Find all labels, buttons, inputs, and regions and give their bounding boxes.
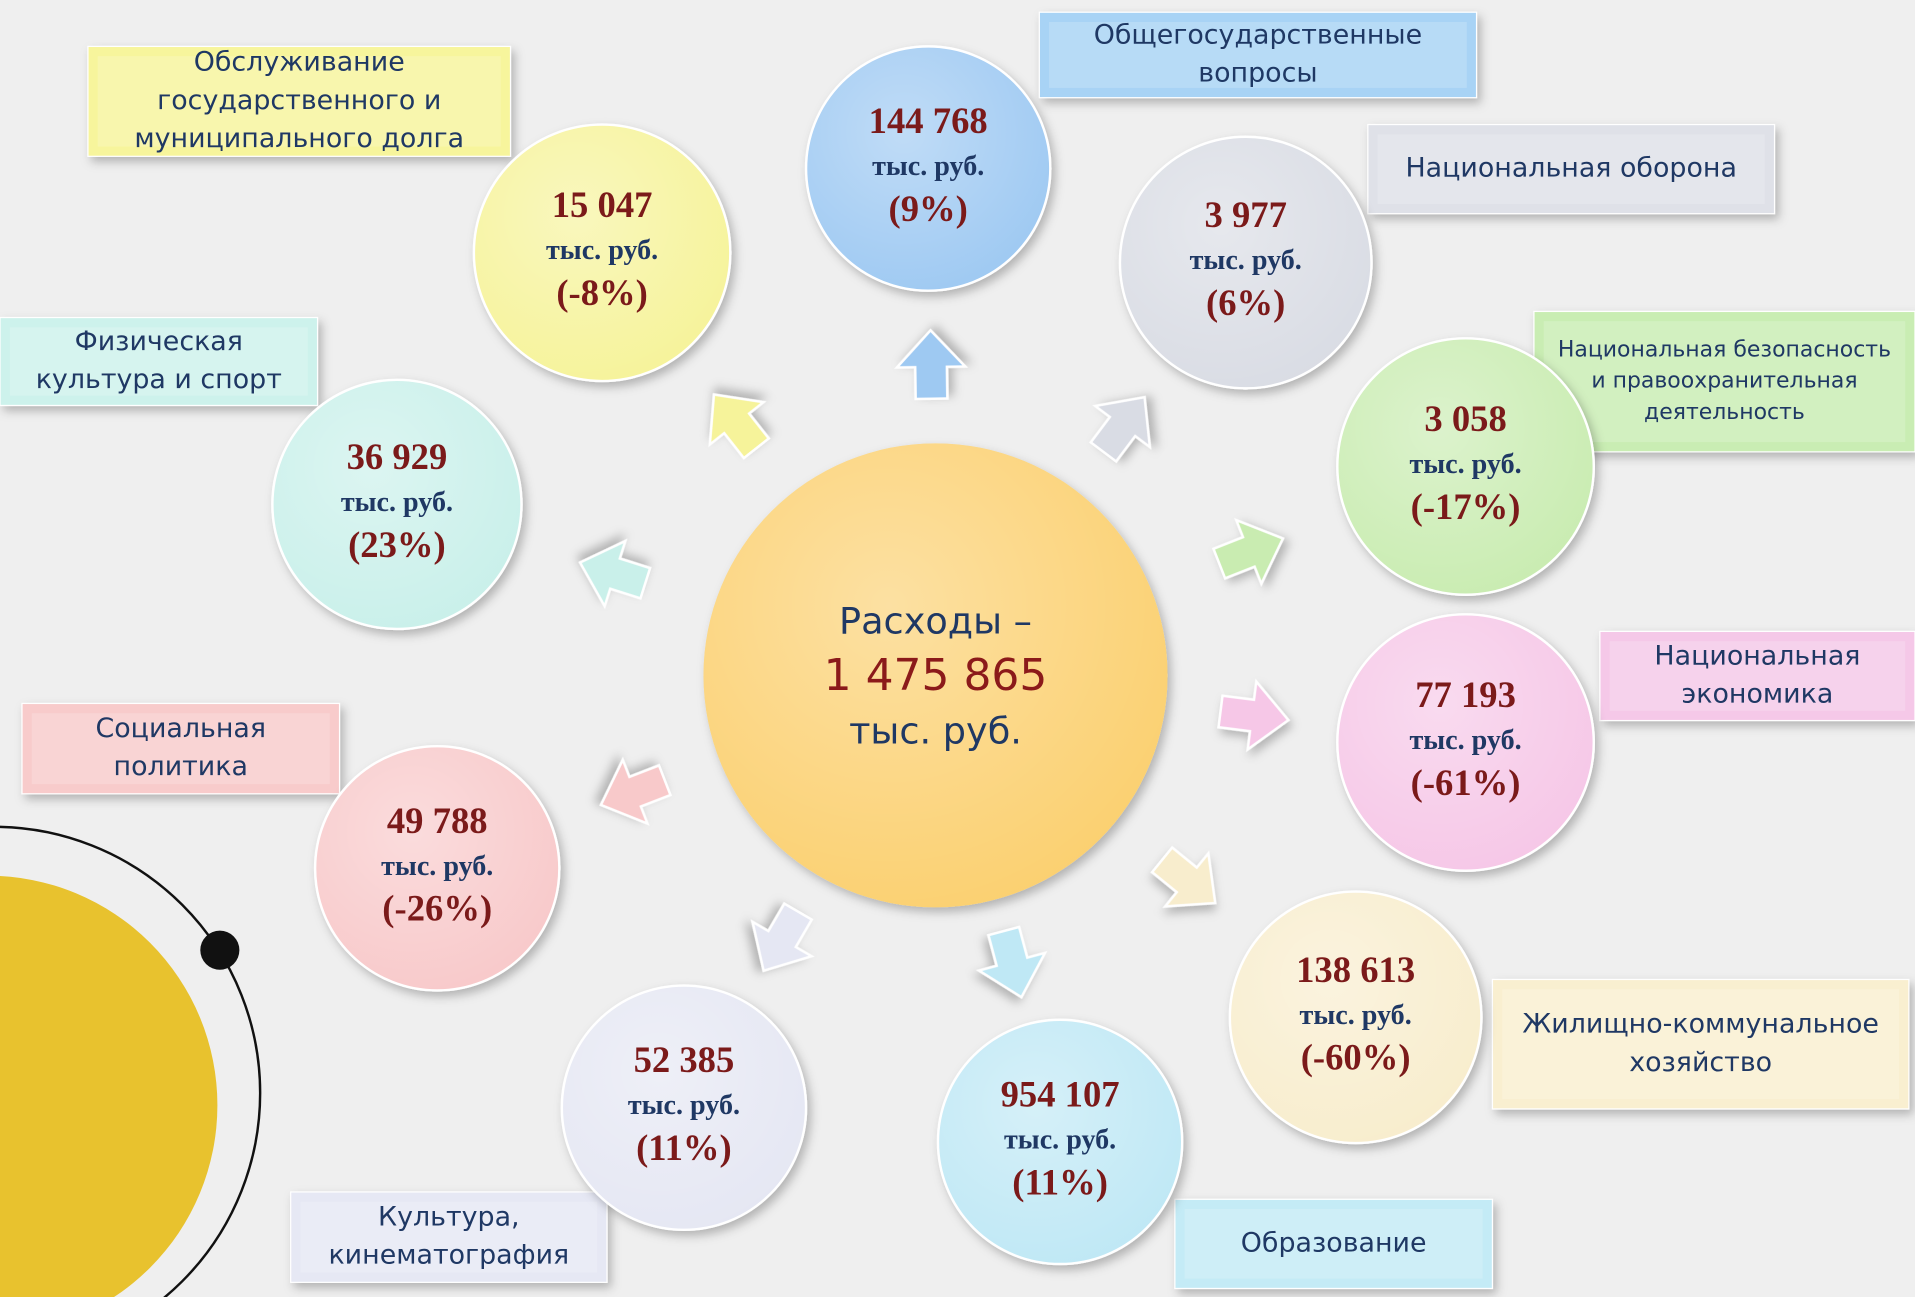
label-box-inner [1049,21,1467,88]
label-box [21,702,341,795]
item-unit: тыс. руб. [1409,725,1521,756]
item-value: 36 929 [347,436,448,477]
item-shine [315,746,560,991]
arrow [750,901,815,973]
arrow [708,393,771,460]
item-shine [937,1019,1183,1265]
label-box-inner [1502,989,1900,1100]
item-value: 954 107 [1001,1073,1120,1114]
item-shine [473,124,731,382]
label-box-inner [1184,1209,1483,1279]
item-label: экономика [1682,679,1834,710]
item-unit: тыс. руб. [1190,245,1302,276]
item-value: 3 058 [1424,398,1506,439]
label-box [1491,978,1910,1110]
deco-dot [200,930,240,970]
label-box-inner [1543,321,1906,443]
label-box [1038,11,1478,99]
item-label: Национальная безопасность [1558,337,1891,362]
deco-circle [0,876,218,1297]
label-box [1599,630,1915,722]
item-unit: тыс. руб. [1300,1000,1412,1031]
label-box-inner [31,713,330,785]
label-box-inner [9,327,308,396]
item-label: Образование [1241,1227,1427,1258]
item-value: 138 613 [1296,949,1415,990]
item-change: (-61%) [1411,762,1521,803]
item-unit: тыс. руб. [1004,1124,1116,1155]
item-change: (9%) [889,188,968,229]
item-label: политика [114,751,248,782]
arrow [1211,517,1285,587]
label-box [1367,123,1776,215]
item-change: (-60%) [1301,1037,1411,1078]
item-value: 15 047 [552,184,653,225]
arrow [578,538,652,610]
item-label: Национальная оборона [1405,153,1737,184]
item-label: Обслуживание [194,47,405,78]
arrow [1217,678,1291,753]
item-value: 3 977 [1205,194,1287,235]
center-label: Расходы – [839,599,1032,642]
arrow [975,925,1048,999]
item-shine [1229,891,1482,1144]
item-label: государственного и [157,85,441,116]
item-label: Национальная [1654,640,1860,671]
item-unit: тыс. руб. [381,851,493,882]
item-change: (6%) [1206,282,1285,323]
item-label: культура и спорт [36,364,282,395]
label-box-inner [1377,134,1765,204]
item-unit: тыс. руб. [628,1090,740,1121]
item-unit: тыс. руб. [546,235,658,266]
item-unit: тыс. руб. [1409,449,1521,480]
item-label: Общегосударственные [1094,19,1422,50]
item-label: Культура, [378,1202,520,1233]
deco-orbit [0,825,262,1297]
label-box [87,45,512,157]
item-label: хозяйство [1629,1047,1772,1078]
item-shine [1119,136,1372,389]
item-label: деятельность [1644,400,1805,425]
item-label: кинематография [328,1240,569,1271]
label-box-inner [300,1201,598,1273]
item-label: Социальная [95,713,266,744]
arrow [599,756,673,826]
item-shine [806,46,1051,291]
label-box [1533,310,1915,453]
item-value: 49 788 [387,800,488,841]
item-value: 77 193 [1415,674,1516,715]
item-change: (11%) [636,1127,732,1168]
arrow [894,328,969,401]
label-box-inner [1609,641,1906,711]
item-label: вопросы [1198,58,1317,89]
item-unit: тыс. руб. [872,151,984,182]
item-change: (-8%) [556,272,648,313]
arrow [1089,395,1152,464]
center-unit: тыс. руб. [849,709,1022,752]
item-label: Физическая [75,326,243,357]
item-change: (11%) [1012,1161,1108,1202]
center-value: 1 475 865 [824,650,1048,701]
label-box-inner [97,56,501,147]
label-box [0,316,319,407]
item-shine [1337,614,1594,871]
center-shine [703,443,1168,908]
item-value: 52 385 [634,1039,735,1080]
item-shine [1337,338,1594,595]
item-value: 144 768 [869,100,988,141]
item-shine [272,379,522,629]
label-box [290,1191,608,1283]
item-label: муниципального долга [134,123,464,154]
label-box [1174,1198,1494,1290]
item-change: (-17%) [1411,486,1521,527]
item-label: и правоохранительная [1591,369,1857,394]
item-label: Жилищно-коммунальное [1522,1009,1879,1040]
arrow [1150,845,1217,908]
item-unit: тыс. руб. [341,487,453,518]
item-shine [561,985,807,1230]
item-change: (23%) [348,524,446,565]
item-change: (-26%) [382,888,492,929]
